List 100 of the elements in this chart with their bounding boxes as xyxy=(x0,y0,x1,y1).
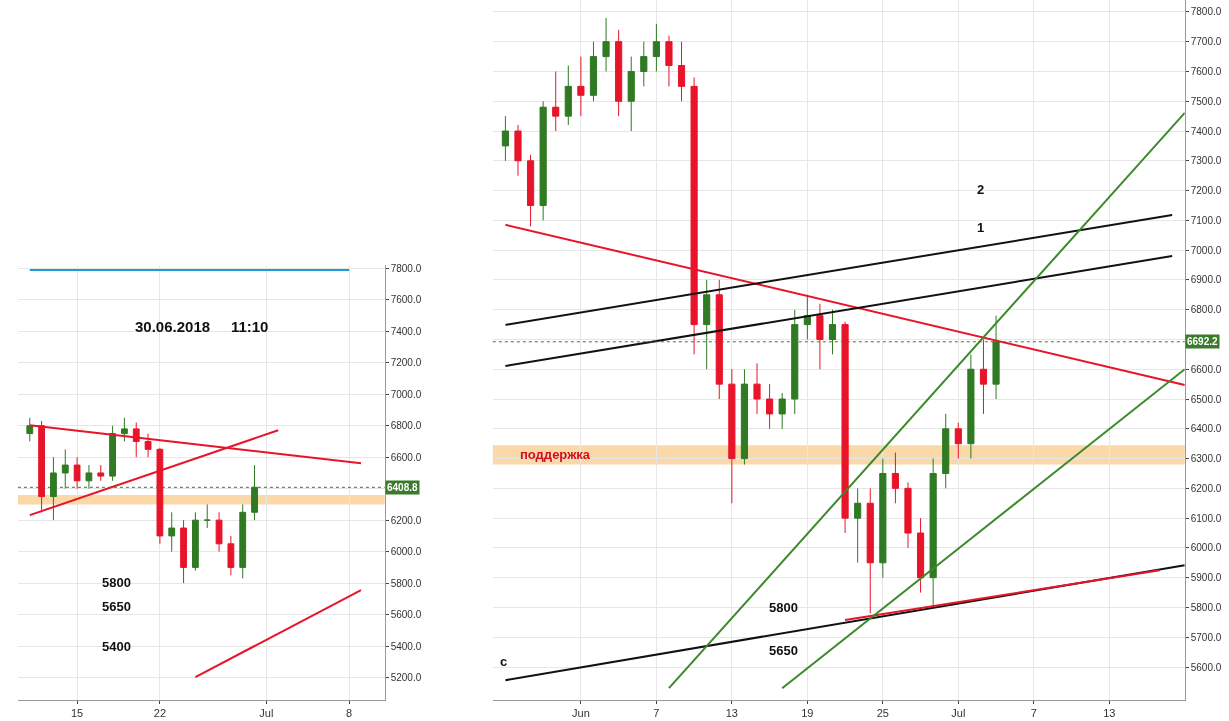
annotation: 5800 xyxy=(769,600,798,615)
candlestick xyxy=(227,535,235,576)
annotation: 2 xyxy=(977,182,985,197)
candlestick xyxy=(514,124,522,177)
candlestick xyxy=(73,456,81,490)
annotation: 5650 xyxy=(102,599,131,614)
candlestick xyxy=(526,154,535,227)
candlestick xyxy=(677,41,686,102)
y-tick-label: 6800.0 xyxy=(390,420,422,432)
candlestick xyxy=(615,29,623,117)
candlestick xyxy=(816,303,824,370)
y-tick-label: 7500.0 xyxy=(1190,95,1222,107)
candlestick xyxy=(979,338,988,415)
candlestick xyxy=(942,413,950,489)
candlestick xyxy=(652,23,660,72)
candlestick xyxy=(766,383,774,430)
candlestick xyxy=(191,511,199,572)
x-tick-label: 8 xyxy=(346,707,353,720)
annotation: 1 xyxy=(977,220,985,235)
x-tick-label: 7 xyxy=(1030,707,1037,720)
candlestick xyxy=(564,65,572,126)
x-tick-label: Jun xyxy=(572,707,590,720)
annotation: 5800 xyxy=(102,575,131,590)
annotation: 5650 xyxy=(769,643,798,658)
candlestick xyxy=(640,41,648,87)
y-tick-label: 7100.0 xyxy=(1190,214,1222,226)
y-tick-label: 6800.0 xyxy=(1190,304,1222,316)
y-tick-label: 6900.0 xyxy=(1190,274,1222,286)
candlestick xyxy=(552,70,560,132)
ref-line-label: 6408.8 xyxy=(387,482,419,493)
candlestick xyxy=(967,353,975,460)
y-tick-label: 6000.0 xyxy=(1190,542,1222,554)
candlestick xyxy=(97,464,105,482)
y-tick-label: 7400.0 xyxy=(390,325,422,337)
annotation: c xyxy=(500,654,508,669)
ref-line-label: 6692.2 xyxy=(1187,336,1219,347)
y-tick-label: 5900.0 xyxy=(1190,572,1222,584)
y-tick-label: 7800.0 xyxy=(1190,6,1222,18)
candlestick xyxy=(168,511,176,553)
y-tick-label: 7400.0 xyxy=(1190,125,1222,137)
candlestick xyxy=(627,56,635,132)
y-tick-label: 7300.0 xyxy=(1190,155,1222,167)
candlestick xyxy=(239,503,247,579)
y-tick-label: 5400.0 xyxy=(390,640,422,652)
candlestick xyxy=(180,519,187,584)
y-tick-label: 6100.0 xyxy=(1190,512,1222,524)
annotation: 30.06.2018 11:10 xyxy=(135,318,269,335)
x-tick-label: Jul xyxy=(951,707,966,720)
candlestick xyxy=(589,41,598,102)
x-tick-label: 25 xyxy=(876,707,889,720)
y-tick-label: 7200.0 xyxy=(390,357,422,369)
annotation: 5400 xyxy=(102,639,131,654)
candlestick xyxy=(728,368,736,504)
y-tick-label: 7200.0 xyxy=(1190,185,1222,197)
candlestick xyxy=(891,452,899,504)
y-tick-label: 7700.0 xyxy=(1190,36,1222,48)
candlestick xyxy=(501,115,509,162)
y-tick-label: 5600.0 xyxy=(390,609,422,621)
x-tick-label: 13 xyxy=(1103,707,1116,720)
y-tick-label: 7000.0 xyxy=(390,388,422,400)
candlestick xyxy=(577,56,585,117)
y-tick-label: 5700.0 xyxy=(1190,631,1222,643)
x-tick-label: 7 xyxy=(653,707,660,720)
x-tick-label: 13 xyxy=(725,707,738,720)
y-tick-label: 6600.0 xyxy=(1190,363,1222,375)
y-tick-label: 7600.0 xyxy=(1190,65,1222,77)
candlestick xyxy=(753,362,761,415)
candlestick xyxy=(904,481,912,549)
candlestick xyxy=(539,100,547,221)
y-tick-label: 6500.0 xyxy=(1190,393,1222,405)
candlestick xyxy=(803,294,811,340)
candlestick xyxy=(602,17,610,72)
x-tick-label: Jul xyxy=(259,707,274,720)
annotation: поддержка xyxy=(520,447,591,462)
y-tick-label: 5200.0 xyxy=(390,672,422,684)
y-tick-label: 7000.0 xyxy=(1190,244,1222,256)
y-tick-label: 6300.0 xyxy=(1190,453,1222,465)
y-tick-label: 5800.0 xyxy=(1190,601,1222,613)
y-tick-label: 6000.0 xyxy=(390,546,422,558)
x-tick-label: 15 xyxy=(70,707,84,720)
candlestick xyxy=(203,503,211,529)
candlestick xyxy=(916,517,925,594)
candlestick xyxy=(778,392,786,430)
candlestick xyxy=(866,487,874,614)
candlestick xyxy=(740,368,749,466)
candlestick xyxy=(879,458,887,579)
y-tick-label: 5800.0 xyxy=(390,577,422,589)
x-tick-label: 19 xyxy=(801,707,814,720)
candlestick xyxy=(121,417,128,442)
candlestick xyxy=(665,35,673,87)
y-tick-label: 5600.0 xyxy=(1190,661,1222,673)
candlestick xyxy=(109,425,116,482)
y-tick-label: 7800.0 xyxy=(390,262,422,274)
candlestick xyxy=(929,458,937,608)
candlestick xyxy=(841,321,849,534)
y-tick-label: 6200.0 xyxy=(1190,482,1222,494)
candlestick xyxy=(715,279,723,400)
candlestick xyxy=(854,487,862,564)
x-tick-label: 22 xyxy=(153,707,167,720)
y-tick-label: 6400.0 xyxy=(1190,423,1222,435)
